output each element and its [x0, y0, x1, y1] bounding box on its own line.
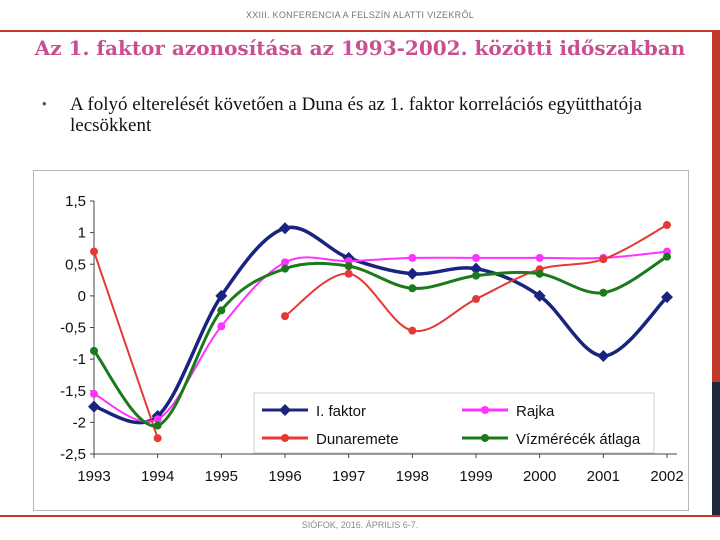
- data-point: [663, 252, 671, 261]
- bullet-text: A folyó elterelését követően a Duna és a…: [70, 94, 642, 136]
- data-point: [533, 289, 546, 302]
- legend-marker: [481, 406, 489, 414]
- data-point: [344, 262, 353, 271]
- data-point: [153, 421, 162, 430]
- legend-box: [253, 392, 655, 454]
- footer-text: SIÓFOK, 2016. ÁPRILIS 6-7.: [301, 520, 419, 530]
- data-point: [279, 222, 291, 235]
- legend-label: I. faktor: [316, 403, 366, 420]
- x-tick-label: 2000: [523, 468, 556, 485]
- x-tick-label: 1998: [396, 468, 429, 485]
- y-tick-label: -2,5: [60, 446, 86, 463]
- x-tick-label: 1997: [332, 468, 365, 485]
- data-point: [663, 221, 671, 230]
- bottom-divider: [0, 515, 720, 517]
- data-point: [88, 400, 100, 413]
- line-chart: 1,5 1 0,5 0 -0,5 -1 -1,5 -2 -2,5 1993 1994 1995 1996…: [60, 193, 684, 485]
- data-point: [153, 434, 162, 443]
- data-point: [217, 306, 226, 315]
- data-point: [597, 349, 610, 362]
- legend-marker: [279, 404, 291, 416]
- legend-marker: [281, 434, 289, 442]
- x-tick-label: 1995: [205, 468, 238, 485]
- data-point: [599, 288, 608, 297]
- data-point: [281, 258, 289, 267]
- legend-label: Dunaremete: [316, 431, 399, 448]
- data-point: [217, 322, 226, 331]
- data-point: [535, 269, 544, 278]
- y-tick-label: 0,5: [65, 256, 86, 273]
- y-tick-label: 1,5: [65, 193, 86, 210]
- data-point: [470, 262, 482, 275]
- chart-frame: 1,5 1 0,5 0 -0,5 -1 -1,5 -2 -2,5 1993 1994 1995 1996…: [33, 170, 689, 511]
- legend-marker: [481, 434, 489, 442]
- x-tick-label: 2001: [587, 468, 620, 485]
- series-line-0: [93, 225, 669, 425]
- data-point: [215, 289, 228, 302]
- y-tick-label: 1: [78, 225, 86, 242]
- data-point: [90, 247, 98, 256]
- y-tick-label: -0,5: [60, 320, 86, 337]
- data-point: [344, 269, 353, 278]
- y-tick-label: -1: [73, 351, 86, 368]
- data-point: [472, 253, 480, 262]
- data-point: [281, 264, 289, 273]
- legend-label: Rajka: [516, 403, 555, 420]
- x-tick-label: 1996: [268, 468, 301, 485]
- series-line-3: [92, 255, 668, 428]
- data-point: [472, 295, 480, 304]
- slide-title: Az 1. faktor azonosítása az 1993-2002. k…: [34, 36, 686, 60]
- x-tick-label: 1994: [141, 468, 174, 485]
- legend-label: Vízmérécék átlaga: [516, 431, 641, 448]
- side-dark-bar: [712, 382, 720, 516]
- data-point: [408, 326, 417, 335]
- data-point: [472, 271, 480, 280]
- side-accent-bar: [712, 32, 720, 382]
- top-divider: [0, 30, 720, 32]
- y-tick-label: -1,5: [60, 383, 86, 400]
- data-point: [408, 253, 417, 262]
- bullet-icon: •: [42, 96, 47, 111]
- data-point: [406, 267, 419, 280]
- data-point: [599, 255, 608, 264]
- data-point: [535, 253, 544, 262]
- data-point: [153, 415, 162, 424]
- conference-header: XXIII. KONFERENCIA A FELSZÍN ALATTI VIZE…: [245, 10, 475, 20]
- data-point: [281, 312, 289, 321]
- data-point: [408, 284, 417, 293]
- data-point: [661, 291, 673, 304]
- data-point: [90, 346, 98, 355]
- y-tick-label: -2: [73, 414, 86, 431]
- series-line-2: [93, 251, 159, 439]
- data-point: [90, 389, 98, 398]
- x-tick-label: 1993: [77, 468, 110, 485]
- x-tick-label: 1999: [459, 468, 492, 485]
- x-tick-label: 2002: [650, 468, 683, 485]
- y-tick-label: 0: [78, 288, 86, 305]
